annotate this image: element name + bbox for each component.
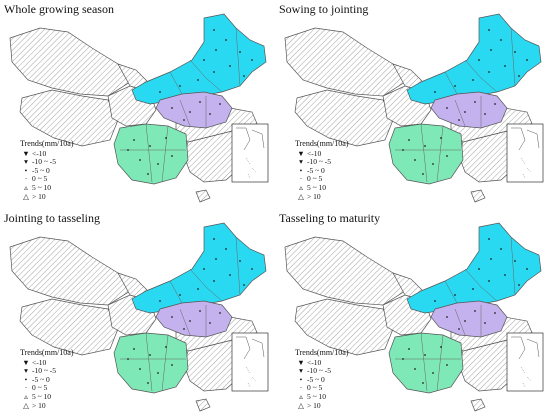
trend-marker-icon: △: [23, 400, 29, 410]
panel-title: Sowing to jointing: [279, 2, 369, 16]
map-panel-tasseling-maturity: Tasseling to maturity Trends(mm/10a) ▼ <-…: [275, 209, 550, 418]
trend-marker-icon: •: [299, 374, 303, 384]
legend-label: 5 ~ 10: [32, 391, 52, 401]
legend-label: 5 ~ 10: [307, 182, 327, 192]
trend-marker-icon: •: [24, 374, 28, 384]
legend-label: 0 ~ 5: [307, 174, 323, 184]
trend-marker-icon: ▵: [24, 182, 28, 192]
trend-legend: Trends(mm/10a) ▼ <-10 ▾ -10 ~ -5 • -5 ~ 0 ·…: [20, 348, 74, 410]
legend-label: -10 ~ -5: [32, 157, 57, 167]
trend-marker-icon: ·: [299, 383, 303, 393]
trend-marker-icon: ▼: [22, 357, 30, 367]
trend-marker-icon: ▼: [297, 148, 305, 158]
panel-title: Whole growing season: [4, 2, 114, 16]
trend-legend: Trends(mm/10a) ▼ <-10 ▾ -10 ~ -5 • -5 ~ 0 ·…: [295, 348, 349, 410]
trend-legend: Trends(mm/10a) ▼ <-10 ▾ -10 ~ -5 • -5 ~ 0 ·…: [20, 139, 74, 201]
legend-label: > 10: [307, 191, 321, 201]
panel-title: Jointing to tasseling: [4, 211, 100, 225]
trend-marker-icon: ▵: [299, 182, 303, 192]
trend-marker-icon: ▾: [24, 366, 28, 376]
map-panel-sowing-jointing: Sowing to jointing Trends(mm/10a) ▼ <-10 …: [275, 0, 550, 209]
legend-label: > 10: [307, 400, 321, 410]
trend-marker-icon: •: [24, 165, 28, 175]
legend-label: 0 ~ 5: [32, 174, 48, 184]
trend-marker-icon: ▵: [299, 391, 303, 401]
legend-title: Trends(mm/10a): [295, 139, 349, 148]
legend-label: -10 ~ -5: [307, 157, 332, 167]
trend-marker-icon: ·: [24, 174, 28, 184]
legend-label: -5 ~ 0: [307, 374, 325, 384]
trend-marker-icon: ·: [24, 383, 28, 393]
legend-label: 5 ~ 10: [307, 391, 327, 401]
legend-label: -5 ~ 0: [32, 374, 50, 384]
legend-label: <-10: [32, 148, 47, 158]
trend-marker-icon: ▼: [22, 148, 30, 158]
legend-label: -10 ~ -5: [32, 366, 57, 376]
trend-marker-icon: △: [23, 191, 29, 201]
legend-title: Trends(mm/10a): [20, 139, 74, 148]
trend-legend: Trends(mm/10a) ▼ <-10 ▾ -10 ~ -5 • -5 ~ 0 ·…: [295, 139, 349, 201]
trend-marker-icon: ▾: [299, 157, 303, 167]
legend-label: > 10: [32, 191, 46, 201]
legend-label: 0 ~ 5: [32, 383, 48, 393]
trend-marker-icon: ▾: [299, 366, 303, 376]
legend-label: -5 ~ 0: [32, 165, 50, 175]
trend-marker-icon: △: [298, 191, 304, 201]
legend-label: <-10: [307, 148, 322, 158]
trend-marker-icon: ▵: [24, 391, 28, 401]
map-panel-whole-season: Whole growing season Trends(mm/10a) ▼ <-1…: [0, 0, 275, 209]
legend-title: Trends(mm/10a): [20, 348, 74, 357]
trend-marker-icon: ·: [299, 174, 303, 184]
trend-marker-icon: ▼: [297, 357, 305, 367]
trend-marker-icon: ▾: [24, 157, 28, 167]
trend-marker-icon: △: [298, 400, 304, 410]
legend-label: -5 ~ 0: [307, 165, 325, 175]
panel-title: Tasseling to maturity: [279, 211, 381, 225]
legend-label: > 10: [32, 400, 46, 410]
legend-label: 0 ~ 5: [307, 383, 323, 393]
trend-marker-icon: •: [299, 165, 303, 175]
map-panel-jointing-tasseling: Jointing to tasseling Trends(mm/10a) ▼ <-…: [0, 209, 275, 418]
legend-label: 5 ~ 10: [32, 182, 52, 192]
legend-label: <-10: [307, 357, 322, 367]
legend-label: <-10: [32, 357, 47, 367]
legend-label: -10 ~ -5: [307, 366, 332, 376]
legend-title: Trends(mm/10a): [295, 348, 349, 357]
